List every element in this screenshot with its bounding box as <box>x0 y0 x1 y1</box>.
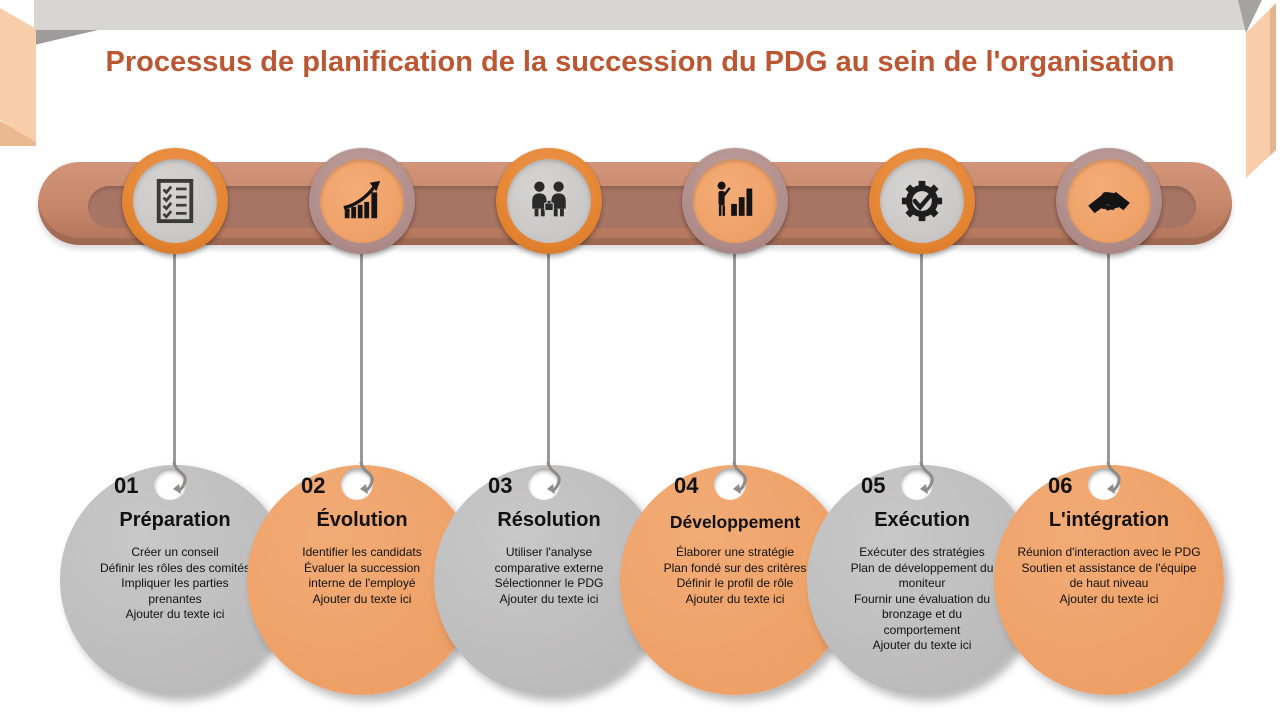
top-band-shadow-left <box>34 30 98 45</box>
step-1-medallion <box>122 148 228 254</box>
step-5-medallion <box>869 148 975 254</box>
step-title: Évolution <box>316 509 408 531</box>
hook-icon <box>919 461 934 494</box>
timeline-bar-inner <box>88 186 1196 228</box>
step-3-disc <box>507 159 591 243</box>
step-body: Exécuter des stratégies Plan de développ… <box>850 545 994 652</box>
step-4-disc <box>693 159 777 243</box>
presenter-chart-icon <box>717 181 753 216</box>
step-number: 04 <box>674 473 699 498</box>
step-title: Exécution <box>874 509 970 531</box>
step-number: 03 <box>488 473 513 498</box>
connector-line-3 <box>547 250 550 476</box>
hook-icon <box>732 461 747 494</box>
step-6-medallion <box>1056 148 1162 254</box>
connector-line-4 <box>733 250 736 476</box>
step-2-circle: 02 Évolution Identifier les candidats Év… <box>247 461 477 695</box>
connector-line-5 <box>920 250 923 476</box>
step-5-disc <box>880 159 964 243</box>
hook-icon <box>1106 461 1121 494</box>
step-3-medallion <box>496 148 602 254</box>
step-4-circle: 04 Développement Élaborer une stratégie … <box>620 461 850 695</box>
hook-icon <box>172 461 187 494</box>
step-title: Résolution <box>497 509 601 531</box>
step-2-disc <box>320 159 404 243</box>
checklist-icon <box>156 178 194 224</box>
step-title: L'intégration <box>1048 509 1170 531</box>
step-title: Préparation <box>119 509 231 531</box>
step-number: 02 <box>301 473 326 498</box>
connector-line-1 <box>173 250 176 476</box>
right-ribbon <box>1246 3 1276 178</box>
step-number: 06 <box>1048 473 1073 498</box>
hook-icon <box>546 461 561 494</box>
step-number: 01 <box>114 473 139 498</box>
growth-chart-icon <box>343 180 381 219</box>
step-4-medallion <box>682 148 788 254</box>
step-6-disc <box>1067 159 1151 243</box>
left-ribbon <box>0 8 36 146</box>
business-people-icon <box>532 181 566 217</box>
step-number: 05 <box>861 473 886 498</box>
step-1-disc <box>133 159 217 243</box>
step-body: Identifier les candidats Évaluer la succ… <box>302 545 422 606</box>
connector-line-2 <box>360 250 363 476</box>
step-body: Utiliser l'analyse comparative externe S… <box>494 545 604 606</box>
step-2-medallion <box>309 148 415 254</box>
hook-icon <box>359 461 374 494</box>
gear-check-icon <box>901 180 943 222</box>
step-body: Élaborer une stratégie Plan fondé sur de… <box>663 545 807 606</box>
handshake-icon <box>1088 191 1130 214</box>
step-body: Réunion d'interaction avec le PDG Soutie… <box>1017 545 1201 606</box>
connector-line-6 <box>1107 250 1110 476</box>
step-title: Développement <box>669 512 801 532</box>
step-6-circle: 06 L'intégration Réunion d'interaction a… <box>994 461 1224 695</box>
top-band <box>34 0 1246 30</box>
step-body: Créer un conseil Définir les rôles des c… <box>99 545 251 621</box>
slide-title: Processus de planification de la success… <box>105 46 1175 78</box>
